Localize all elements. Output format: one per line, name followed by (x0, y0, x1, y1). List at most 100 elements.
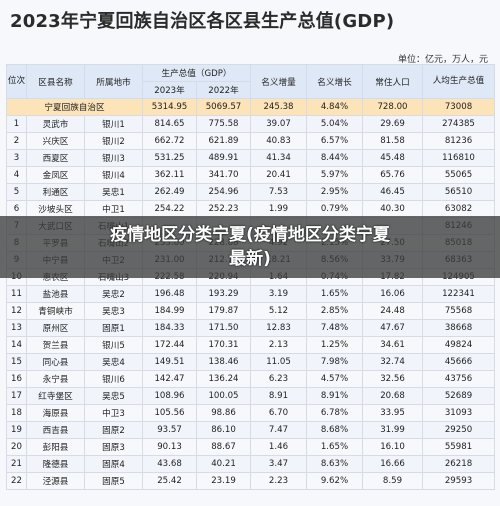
city-cell: 吴忠1 (84, 183, 143, 201)
table-row: 17 红寺堡区 吴忠5 108.96 100.05 8.91 8.91% 20.68 52689 (6, 387, 495, 405)
city-cell: 吴忠4 (84, 353, 143, 371)
table-row: 16 永宁县 银川6 142.47 136.24 6.23 4.57% 32.56 43756 (6, 370, 495, 388)
growth-amount-cell: 12.83 (250, 319, 307, 337)
header-rank: 位次 (6, 64, 27, 99)
growth-amount-cell: 8.91 (250, 387, 307, 405)
population-cell: 40.30 (362, 200, 423, 218)
population-cell: 46.45 (362, 183, 423, 201)
page-title: 2023年宁夏回族自治区各区县生产总值(GDP) (10, 11, 395, 32)
growth-rate-cell: 6.78% (306, 404, 363, 422)
rank-cell: 13 (6, 319, 27, 337)
gdp-2023-cell: 362.11 (142, 166, 197, 184)
gdp-2023-cell: 184.99 (142, 302, 197, 320)
gdp-2022-cell: 775.58 (196, 115, 251, 133)
growth-rate-cell: 6.57% (306, 132, 363, 150)
total-per-capita: 73008 (422, 98, 495, 116)
table-row: 19 西吉县 固原2 93.57 86.10 7.47 8.68% 31.99 29250 (6, 421, 495, 439)
gdp-2023-cell: 90.13 (142, 438, 197, 456)
city-cell: 固原2 (84, 421, 143, 439)
header-city: 所属地市 (84, 64, 143, 99)
population-cell: 20.68 (362, 387, 423, 405)
growth-amount-cell: 6.23 (250, 370, 307, 388)
population-cell: 47.67 (362, 319, 423, 337)
growth-rate-cell: 9.62% (306, 472, 363, 490)
overlay-line-1: 疫情地区分类宁夏(疫情地区分类宁夏 (110, 225, 390, 245)
per-capita-cell: 55981 (422, 438, 495, 456)
population-cell: 29.69 (362, 115, 423, 133)
gdp-2023-cell: 149.51 (142, 353, 197, 371)
rank-cell: 4 (6, 166, 27, 184)
rank-cell: 14 (6, 336, 27, 354)
rank-cell: 21 (6, 455, 27, 473)
growth-amount-cell: 1.99 (250, 200, 307, 218)
table-row: 13 原州区 固原1 184.33 171.50 12.83 7.48% 47.67 38668 (6, 319, 495, 337)
overlay-band (0, 216, 500, 278)
growth-rate-cell: 8.63% (306, 455, 363, 473)
per-capita-cell: 38668 (422, 319, 495, 337)
per-capita-cell: 274385 (422, 115, 495, 133)
county-cell: 原州区 (26, 319, 85, 337)
population-cell: 32.74 (362, 353, 423, 371)
population-cell: 24.48 (362, 302, 423, 320)
county-cell: 金凤区 (26, 166, 85, 184)
gdp-2023-cell: 196.48 (142, 285, 197, 303)
table-row: 21 隆德县 固原4 43.68 40.21 3.47 8.63% 16.66 26218 (6, 455, 495, 473)
population-cell: 8.59 (362, 472, 423, 490)
gdp-2023-cell: 662.72 (142, 132, 197, 150)
population-cell: 34.61 (362, 336, 423, 354)
rank-cell: 16 (6, 370, 27, 388)
growth-rate-cell: 4.57% (306, 370, 363, 388)
per-capita-cell: 45666 (422, 353, 495, 371)
table-row: 2 兴庆区 银川2 662.72 621.89 40.83 6.57% 81.58 81236 (6, 132, 495, 150)
growth-amount-cell: 6.70 (250, 404, 307, 422)
gdp-2023-cell: 93.57 (142, 421, 197, 439)
gdp-2022-cell: 88.67 (196, 438, 251, 456)
per-capita-cell: 29593 (422, 472, 495, 490)
total-growth-amount: 245.38 (250, 98, 307, 116)
gdp-2022-cell: 170.31 (196, 336, 251, 354)
population-cell: 32.56 (362, 370, 423, 388)
rank-cell: 1 (6, 115, 27, 133)
per-capita-cell: 26218 (422, 455, 495, 473)
rank-cell: 12 (6, 302, 27, 320)
unit-note: 单位：亿元，万人，元 (397, 55, 488, 65)
table-row: 15 同心县 吴忠4 149.51 138.46 11.05 7.98% 32.74 45666 (6, 353, 495, 371)
per-capita-cell: 49824 (422, 336, 495, 354)
gdp-2022-cell: 98.86 (196, 404, 251, 422)
rank-cell: 22 (6, 472, 27, 490)
county-cell: 红寺堡区 (26, 387, 85, 405)
gdp-2023-cell: 172.44 (142, 336, 197, 354)
population-cell: 65.76 (362, 166, 423, 184)
header-growth-rate: 名义增长 (306, 64, 363, 99)
county-cell: 永宁县 (26, 370, 85, 388)
gdp-2023-cell: 814.65 (142, 115, 197, 133)
city-cell: 银川6 (84, 370, 143, 388)
city-cell: 中卫3 (84, 404, 143, 422)
gdp-2022-cell: 489.91 (196, 149, 251, 167)
rank-cell: 15 (6, 353, 27, 371)
growth-rate-cell: 7.98% (306, 353, 363, 371)
table-row: 18 海原县 中卫3 105.56 98.86 6.70 6.78% 33.95 31093 (6, 404, 495, 422)
population-cell: 31.99 (362, 421, 423, 439)
rank-cell: 6 (6, 200, 27, 218)
growth-rate-cell: 1.65% (306, 285, 363, 303)
growth-rate-cell: 1.25% (306, 336, 363, 354)
rank-cell: 19 (6, 421, 27, 439)
population-cell: 45.48 (362, 149, 423, 167)
gdp-2022-cell: 136.24 (196, 370, 251, 388)
county-cell: 兴庆区 (26, 132, 85, 150)
growth-amount-cell: 40.83 (250, 132, 307, 150)
rank-cell: 17 (6, 387, 27, 405)
county-cell: 同心县 (26, 353, 85, 371)
gdp-2023-cell: 108.96 (142, 387, 197, 405)
total-growth-rate: 4.84% (306, 98, 363, 116)
per-capita-cell: 116810 (422, 149, 495, 167)
growth-amount-cell: 1.46 (250, 438, 307, 456)
gdp-2023-cell: 262.49 (142, 183, 197, 201)
county-cell: 青铜峡市 (26, 302, 85, 320)
gdp-2022-cell: 341.70 (196, 166, 251, 184)
growth-rate-cell: 2.85% (306, 302, 363, 320)
growth-amount-cell: 5.12 (250, 302, 307, 320)
gdp-2023-cell: 531.25 (142, 149, 197, 167)
rank-cell: 5 (6, 183, 27, 201)
